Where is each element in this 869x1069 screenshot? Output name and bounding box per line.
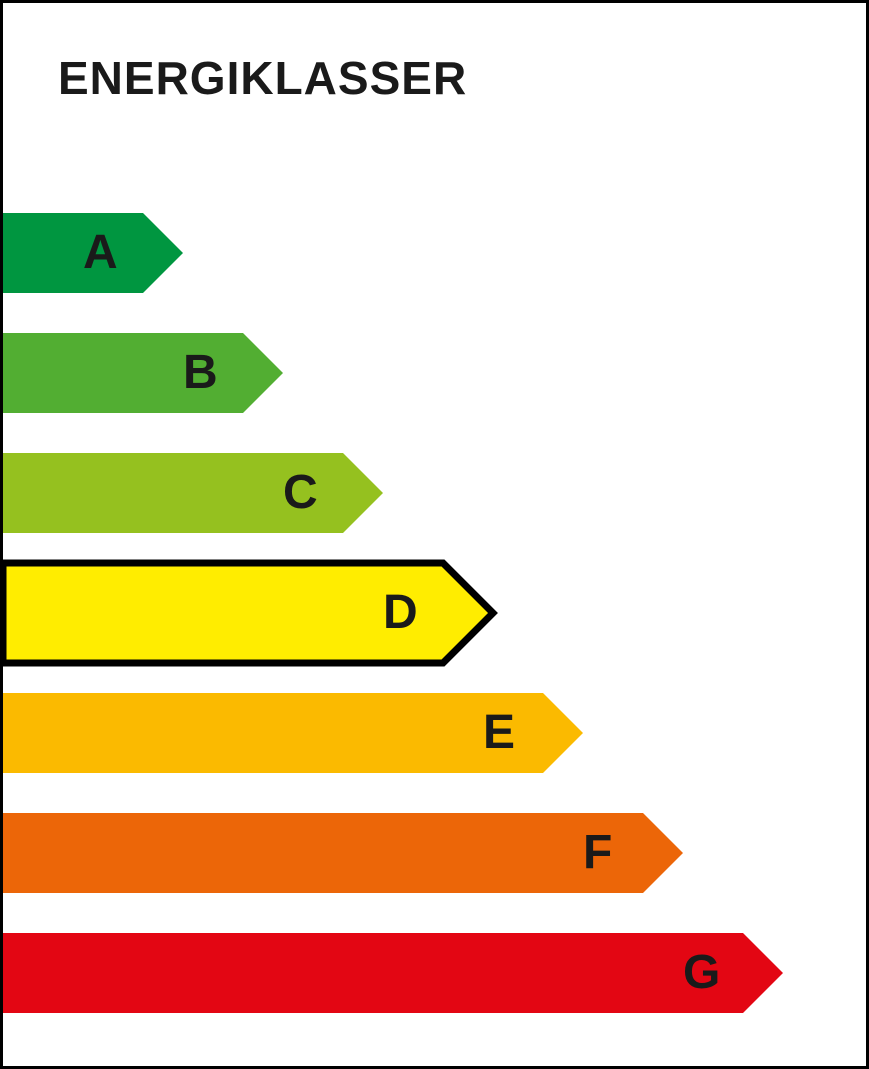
energy-class-arrow xyxy=(3,933,783,1013)
energy-class-arrow xyxy=(3,333,283,413)
page-title: ENERGIKLASSER xyxy=(58,51,467,105)
energy-class-label: D xyxy=(383,589,418,637)
energy-class-label: E xyxy=(483,709,515,757)
energy-class-label: F xyxy=(583,829,612,877)
energy-class-arrow xyxy=(3,813,683,893)
energy-class-arrow xyxy=(0,556,500,670)
energy-class-arrow xyxy=(3,453,383,533)
energy-label-container: ENERGIKLASSER A B C D E F G xyxy=(0,0,869,1069)
energy-class-label: C xyxy=(283,469,318,517)
energy-class-label: G xyxy=(683,949,720,997)
energy-class-label: A xyxy=(83,229,118,277)
energy-class-label: B xyxy=(183,349,218,397)
